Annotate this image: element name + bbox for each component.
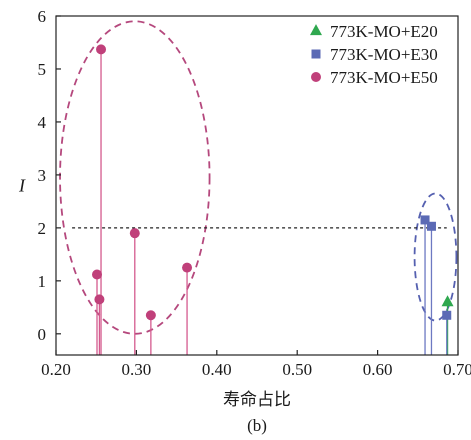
legend-marker-0 xyxy=(310,24,322,36)
legend: 773K-MO+E20 773K-MO+E30 773K-MO+E50 xyxy=(310,22,438,87)
x-tick-label: 0.60 xyxy=(363,360,393,379)
point-1-2 xyxy=(442,310,452,320)
x-tick-label: 0.20 xyxy=(41,360,71,379)
x-tick-label: 0.70 xyxy=(443,360,471,379)
legend-label-0: 773K-MO+E20 xyxy=(330,22,438,41)
x-tick-label: 0.30 xyxy=(122,360,152,379)
y-tick-label: 1 xyxy=(38,272,47,291)
y-tick-label: 3 xyxy=(38,166,47,185)
point-2-2 xyxy=(96,44,107,55)
data-markers xyxy=(92,44,454,321)
legend-label-2: 773K-MO+E50 xyxy=(330,68,438,87)
point-2-4 xyxy=(145,310,156,321)
legend-marker-2 xyxy=(311,72,321,82)
group-ellipse-1 xyxy=(413,192,458,322)
x-tick-label: 0.40 xyxy=(202,360,232,379)
y-tick-label: 5 xyxy=(38,60,47,79)
x-tick-label: 0.50 xyxy=(282,360,312,379)
point-1-1 xyxy=(426,221,436,231)
legend-label-1: 773K-MO+E30 xyxy=(330,45,438,64)
point-2-0 xyxy=(92,269,103,280)
y-axis-title: I xyxy=(18,176,26,196)
figure-caption: (b) xyxy=(247,416,267,435)
y-tick-label: 0 xyxy=(38,325,47,344)
point-2-5 xyxy=(182,262,193,273)
legend-marker-1 xyxy=(311,49,321,59)
x-axis-title: 寿命占比 xyxy=(223,390,291,410)
point-2-3 xyxy=(129,228,140,239)
stems xyxy=(96,49,449,355)
point-2-1 xyxy=(94,294,105,305)
y-tick-label: 6 xyxy=(38,7,47,26)
point-1-0 xyxy=(420,215,430,225)
plot-frame xyxy=(55,15,459,356)
y-tick-label: 2 xyxy=(38,219,47,238)
axis-ticks: 0.20 0.30 0.40 0.50 0.60 0.70 0 1 2 3 4 5 6 xyxy=(38,7,471,379)
dashed-groupings xyxy=(59,20,458,335)
y-tick-label: 4 xyxy=(38,113,47,132)
group-ellipse-0 xyxy=(59,20,211,335)
point-0-0 xyxy=(441,295,454,307)
